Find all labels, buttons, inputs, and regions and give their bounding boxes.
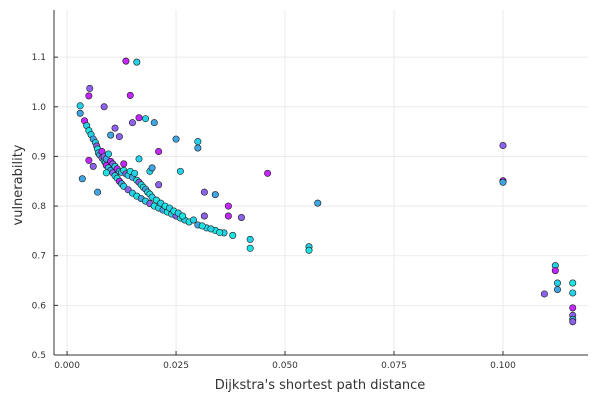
data-point: [246, 244, 254, 252]
data-point: [229, 231, 237, 239]
y-tick-label: 0.8: [32, 202, 47, 212]
y-tick-label: 1.0: [32, 103, 47, 113]
data-point: [155, 181, 163, 189]
data-point: [122, 57, 130, 65]
data-points: [76, 57, 577, 326]
data-point: [200, 188, 208, 196]
data-point: [305, 246, 313, 254]
data-point: [142, 115, 150, 123]
data-point: [120, 160, 128, 168]
data-point: [135, 114, 143, 122]
data-point: [133, 58, 141, 66]
data-point: [85, 156, 93, 164]
data-point: [89, 162, 97, 170]
data-point: [102, 169, 110, 177]
x-tick-label: 0.050: [272, 361, 298, 371]
data-point: [78, 175, 86, 183]
data-point: [85, 92, 93, 100]
x-tick-label: 0.000: [54, 361, 80, 371]
data-point: [224, 212, 232, 220]
x-tick-label: 0.075: [381, 361, 407, 371]
data-point: [148, 164, 156, 172]
data-point: [76, 102, 84, 110]
data-point: [551, 267, 559, 275]
data-point: [131, 169, 139, 177]
data-point: [569, 289, 577, 297]
data-point: [569, 304, 577, 312]
data-point: [176, 167, 184, 175]
data-point: [246, 235, 254, 243]
data-point: [150, 119, 158, 127]
data-point: [264, 169, 272, 177]
data-point: [155, 147, 163, 155]
data-point: [86, 84, 94, 92]
data-point: [553, 285, 561, 293]
data-point: [115, 133, 123, 141]
data-point: [100, 103, 108, 111]
data-point: [540, 290, 548, 298]
data-point: [172, 135, 180, 143]
data-point: [104, 150, 112, 158]
y-axis-title: vulnerability: [11, 144, 26, 225]
data-point: [189, 216, 197, 224]
x-tick-label: 0.100: [490, 361, 516, 371]
data-point: [76, 109, 84, 117]
y-tick-label: 0.6: [32, 301, 47, 311]
data-point: [569, 279, 577, 287]
data-point: [135, 155, 143, 163]
data-point: [200, 212, 208, 220]
data-point: [128, 119, 136, 127]
data-point: [211, 191, 219, 199]
data-point: [553, 279, 561, 287]
x-axis-title: Dijkstra's shortest path distance: [215, 378, 426, 393]
data-point: [216, 228, 224, 236]
data-point: [237, 213, 245, 221]
data-point: [224, 202, 232, 210]
axes: [53, 10, 588, 356]
data-point: [499, 178, 507, 186]
data-point: [179, 212, 187, 220]
data-point: [198, 222, 206, 230]
data-point: [499, 142, 507, 150]
y-tick-label: 1.1: [32, 53, 46, 63]
data-point: [111, 124, 119, 132]
ticks: 0.000 0.025 0.050 0.075 0.100 0.5 0.6 0.7 0.8 0.9…: [32, 53, 516, 371]
x-tick-label: 0.025: [163, 361, 189, 371]
y-tick-label: 0.9: [32, 152, 47, 162]
data-point: [94, 188, 102, 196]
data-point: [107, 131, 115, 139]
data-point: [314, 199, 322, 207]
data-point: [194, 144, 202, 152]
data-point: [207, 225, 215, 233]
y-tick-label: 0.7: [32, 252, 46, 262]
data-point: [126, 91, 134, 99]
y-tick-label: 0.5: [32, 351, 46, 361]
data-point: [194, 138, 202, 146]
data-point: [569, 318, 577, 326]
